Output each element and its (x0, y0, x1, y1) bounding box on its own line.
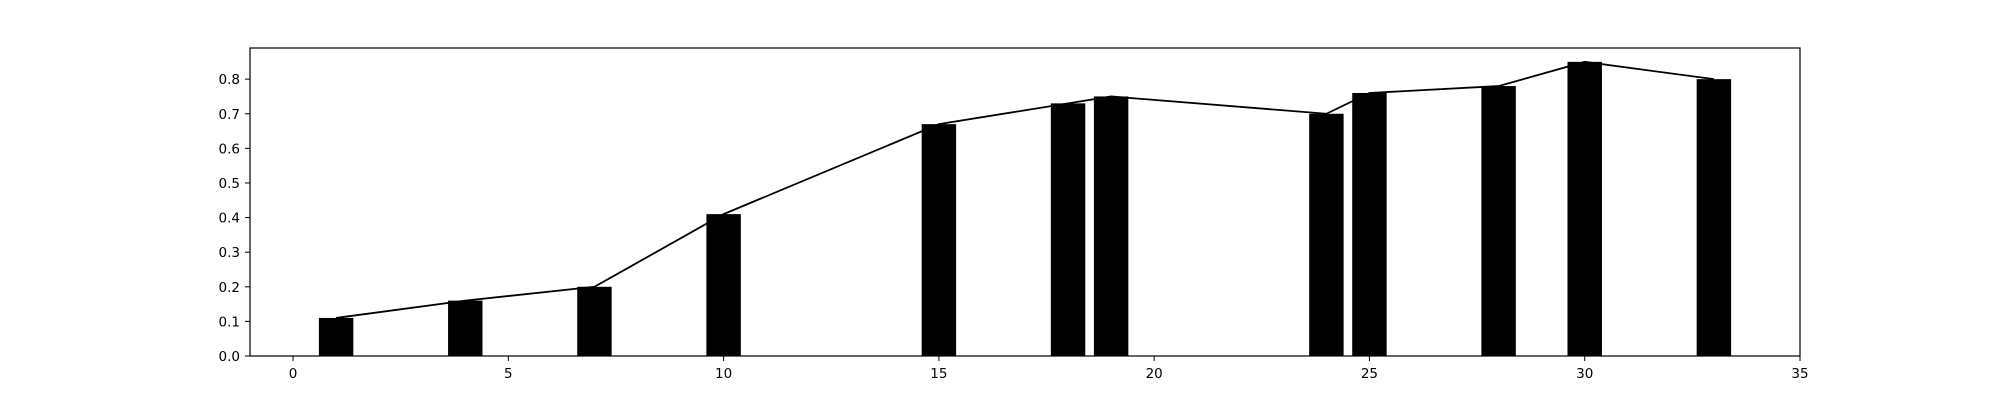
plot-area (249, 47, 1801, 357)
bar (1093, 96, 1129, 357)
bar (318, 317, 354, 356)
bar (1050, 103, 1086, 356)
x-tick-label: 35 (1791, 366, 1808, 382)
bar (1309, 113, 1344, 356)
bar (1567, 61, 1602, 356)
x-tick-label: 20 (1146, 366, 1163, 382)
bar (921, 124, 957, 357)
x-tick-label: 0 (289, 366, 298, 382)
y-axis: 0.0 0.1 0.2 0.3 0.4 0.5 0.6 0.7 0.8 (219, 72, 250, 365)
x-tick-label: 5 (504, 366, 513, 382)
x-tick-label: 10 (715, 366, 732, 382)
y-tick-label: 0.3 (219, 245, 240, 261)
x-axis: 0 5 10 15 20 25 30 35 (289, 356, 1809, 382)
y-tick-label: 0.5 (219, 176, 240, 192)
series-line (335, 60, 1715, 319)
bar (706, 214, 741, 356)
y-tick-label: 0.4 (219, 211, 240, 227)
x-tick-label: 30 (1576, 366, 1593, 382)
y-tick-label: 0.7 (219, 107, 240, 123)
y-tick-label: 0.1 (219, 314, 240, 330)
y-tick-label: 0.6 (219, 141, 240, 157)
bars-layer (318, 61, 1732, 357)
y-tick-label: 0.8 (219, 72, 240, 88)
bar (1352, 92, 1387, 356)
y-tick-label: 0.2 (219, 280, 240, 296)
bar (1481, 86, 1516, 356)
x-tick-label: 25 (1361, 366, 1378, 382)
bar (577, 286, 612, 356)
line-layer (335, 60, 1715, 319)
y-tick-label: 0.0 (219, 349, 240, 365)
bar (448, 300, 483, 356)
bar (1696, 79, 1732, 357)
x-tick-label: 15 (930, 366, 947, 382)
